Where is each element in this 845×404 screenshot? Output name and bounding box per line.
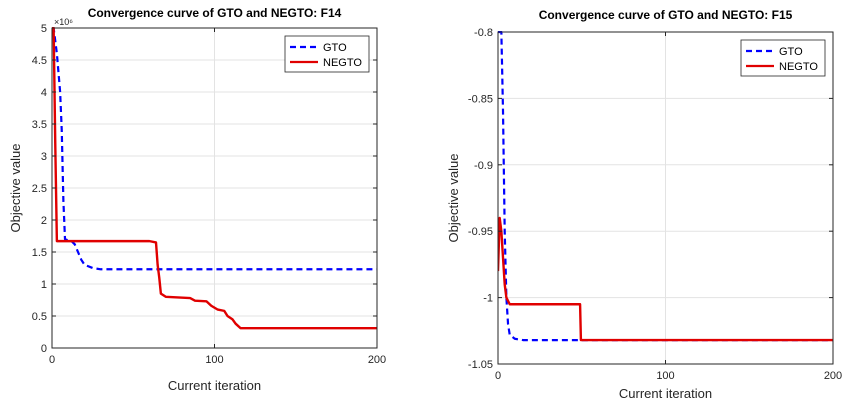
y-axis-label: Objective value <box>8 144 23 233</box>
x-tick-label: 100 <box>205 354 223 366</box>
legend-label-negto: NEGTO <box>323 57 362 69</box>
y-tick-label: 2 <box>41 215 47 227</box>
y-tick-label: 3.5 <box>32 119 47 131</box>
legend-box <box>284 35 370 73</box>
x-tick-label: 200 <box>824 370 842 382</box>
y-tick-label: 4 <box>41 87 47 99</box>
y-tick-label: -1.05 <box>468 359 493 371</box>
y-tick-label: 1.5 <box>32 247 47 259</box>
x-tick-label: 100 <box>656 370 674 382</box>
y-tick-label: -0.85 <box>468 93 493 105</box>
y-tick-label: 2.5 <box>32 183 47 195</box>
series-line-negto <box>498 216 833 342</box>
chart-title: Convergence curve of GTO and NEGTO: F15 <box>539 8 793 22</box>
y-tick-label: 0.5 <box>32 311 47 323</box>
legend: GTO NEGTO <box>284 35 370 73</box>
y-tick-label: -0.9 <box>474 160 493 172</box>
series-line-negto <box>52 27 377 330</box>
x-tick-label: 200 <box>368 354 386 366</box>
legend-label-negto: NEGTO <box>779 61 818 73</box>
y-tick-label: 5 <box>41 23 47 35</box>
y-tick-label: -1 <box>483 293 493 305</box>
y-tick-label: -0.95 <box>468 226 493 238</box>
x-axis-label: Current iteration <box>619 386 712 401</box>
x-tick-label: 0 <box>495 370 501 382</box>
legend: GTO NEGTO <box>740 39 826 77</box>
series-line-gto <box>52 27 377 271</box>
y-exponent-label: ×10⁶ <box>54 17 73 27</box>
y-tick-label: 0 <box>41 343 47 355</box>
series-line-gto <box>498 31 833 342</box>
chart-title: Convergence curve of GTO and NEGTO: F14 <box>88 6 342 20</box>
x-tick-label: 0 <box>49 354 55 366</box>
chart-f14: 0 100 200 0 0.5 1 1.5 2 2.5 3 3.5 4 4.5 5 ×10⁶ Converge… <box>8 6 386 393</box>
chart-f15: 0 100 200 -1.05 -1 -0.95 -0.9 -0.85 -0.8 Converge… <box>446 8 842 401</box>
y-tick-label: 3 <box>41 151 47 163</box>
legend-label-gto: GTO <box>779 46 803 58</box>
y-tick-label: 1 <box>41 279 47 291</box>
y-tick-label: -0.8 <box>474 27 493 39</box>
legend-label-gto: GTO <box>323 42 347 54</box>
y-tick-label: 4.5 <box>32 55 47 67</box>
x-axis-label: Current iteration <box>168 378 261 393</box>
legend-box <box>740 39 826 77</box>
y-axis-label: Objective value <box>446 154 461 243</box>
